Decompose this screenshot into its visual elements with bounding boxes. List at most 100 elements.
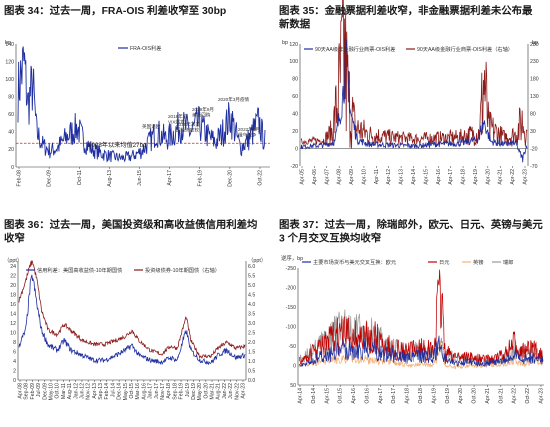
annotation-label: 2019年9月 bbox=[192, 106, 214, 113]
x-tick-label: Apr-23 bbox=[539, 388, 545, 404]
x-tick-label: Oct-10 bbox=[55, 383, 61, 399]
y-tick-label: 10 bbox=[10, 330, 16, 336]
x-tick-label: Apr-18 bbox=[405, 388, 411, 404]
x-tick-label: Dec-20 bbox=[227, 170, 233, 187]
chart-title-line: 图表 35：金融票据利差收窄，非金融票据利差未公布最 bbox=[279, 4, 533, 17]
x-tick-label: Apr-17 bbox=[448, 169, 454, 185]
y-axis-unit: （ppt） bbox=[4, 257, 22, 264]
y-tick-label: 130 bbox=[530, 94, 539, 100]
x-tick-label: Nov-22 bbox=[234, 383, 240, 400]
chart-panel-credit-spread: （ppt） （ppt）2422201816141210864206.05.55.0… bbox=[4, 257, 266, 400]
chart-title-line: 收窄 bbox=[4, 232, 25, 245]
x-tick-label: Apr-21 bbox=[498, 169, 504, 185]
y-tick-label: 4.0 bbox=[248, 302, 255, 308]
x-tick-label: Oct-18 bbox=[418, 388, 424, 404]
y-tick-label: 4.5 bbox=[248, 292, 255, 298]
x-tick-label: Nov-12 bbox=[86, 383, 92, 400]
x-tick-label: Oct-14 bbox=[311, 388, 317, 404]
y-tick-label: 14 bbox=[10, 311, 16, 317]
x-tick-label: Aug-13 bbox=[107, 170, 113, 187]
series-line-eur bbox=[298, 335, 544, 368]
y-tick-label: 2.5 bbox=[248, 330, 255, 336]
y-axis-unit: 逆序，bp bbox=[281, 254, 303, 262]
series-line-fra-ois bbox=[17, 46, 266, 163]
x-tick-label: Apr-12 bbox=[386, 169, 392, 185]
y-tick-label: 0 bbox=[293, 363, 296, 369]
annotation-label: 2022年3月 bbox=[238, 126, 260, 133]
x-tick-label: Apr-08 bbox=[337, 169, 343, 185]
y-tick-label: 5.5 bbox=[248, 273, 255, 279]
y-tick-label: 20 bbox=[8, 147, 14, 153]
x-tick-label: Apr-07 bbox=[324, 169, 330, 185]
x-tick-label: Apr-16 bbox=[351, 388, 357, 404]
x-tick-label: Jan-17 bbox=[148, 383, 154, 399]
x-tick-label: Apr-08 bbox=[18, 383, 24, 399]
y-tick-label: 3.0 bbox=[248, 321, 255, 327]
y-tick-label: 40 bbox=[8, 130, 14, 136]
legend-label: FRA-OIS利差 bbox=[130, 44, 161, 52]
annotation-label: 2018年末美 bbox=[176, 121, 200, 128]
y-tick-label: 0 bbox=[11, 165, 14, 171]
chart-title-line: 图表 34：过去一周，FRA-OIS 利差收窄至 30bp bbox=[4, 4, 226, 17]
y-tick-label: 8 bbox=[13, 340, 16, 346]
x-tick-label: Jul-09 bbox=[36, 383, 42, 397]
x-tick-label: Aug-16 bbox=[141, 383, 147, 400]
y-tick-label: -20 bbox=[291, 164, 299, 170]
x-tick-label: Sep-08 bbox=[24, 383, 30, 400]
x-tick-label: Apr-18 bbox=[166, 383, 172, 399]
x-tick-label: Oct-16 bbox=[364, 388, 370, 404]
x-tick-label: Apr-10 bbox=[361, 169, 367, 185]
x-tick-label: Apr-11 bbox=[374, 169, 380, 184]
x-tick-label: Apr-18 bbox=[461, 169, 467, 185]
x-tick-label: Sep-18 bbox=[172, 383, 178, 400]
y-tick-label: 60 bbox=[8, 112, 14, 118]
y-tick-label: -150 bbox=[286, 305, 296, 311]
y-tick-label: 2.0 bbox=[248, 340, 255, 346]
y-tick-label: 80 bbox=[530, 112, 536, 118]
x-tick-label: Apr-14 bbox=[411, 169, 417, 185]
x-tick-label: Jun-17 bbox=[154, 383, 160, 399]
x-tick-label: May-10 bbox=[48, 383, 54, 400]
y-tick-label: 230 bbox=[530, 59, 539, 65]
x-tick-label: Aug-11 bbox=[67, 383, 73, 399]
x-tick-label: Apr-20 bbox=[458, 388, 464, 404]
x-tick-label: May-20 bbox=[197, 383, 203, 400]
y-tick-label: 100 bbox=[289, 59, 298, 65]
x-tick-label: Oct-11 bbox=[77, 170, 83, 185]
x-tick-label: Dec-14 bbox=[117, 383, 123, 400]
x-tick-label: Feb-19 bbox=[179, 383, 185, 400]
x-tick-label: Apr-22 bbox=[512, 388, 518, 404]
x-tick-label: Mar-21 bbox=[210, 383, 216, 400]
y-tick-label: 280 bbox=[530, 42, 539, 48]
x-tick-label: Apr-13 bbox=[399, 169, 405, 185]
y-tick-label: -20 bbox=[530, 146, 538, 152]
y-tick-label: 120 bbox=[289, 42, 298, 48]
annotation-label: VIX爆发 bbox=[168, 118, 185, 125]
chart-title-line: 图表 36：过去一周，美国投资级和高收益债信用利差均 bbox=[4, 218, 257, 231]
x-tick-label: Jan-22 bbox=[222, 383, 228, 399]
x-tick-label: Jul-19 bbox=[185, 383, 191, 397]
y-tick-label: -70 bbox=[530, 164, 538, 170]
x-tick-label: Apr-15 bbox=[324, 388, 330, 404]
x-tick-label: Oct-15 bbox=[338, 388, 344, 404]
y-tick-label: 16 bbox=[10, 302, 16, 308]
x-tick-label: Dec-09 bbox=[47, 170, 53, 187]
y-tick-label: 0 bbox=[295, 146, 298, 152]
x-tick-label: Aug-21 bbox=[216, 383, 222, 400]
x-tick-label: Mar-16 bbox=[135, 383, 141, 400]
y-tick-label: 6 bbox=[13, 349, 16, 355]
x-tick-label: Apr-17 bbox=[378, 388, 384, 404]
y-tick-label: 0.0 bbox=[248, 378, 255, 384]
x-tick-label: Oct-19 bbox=[445, 388, 451, 404]
x-tick-label: Oct-17 bbox=[391, 388, 397, 404]
y-tick-label: 30 bbox=[530, 129, 536, 135]
x-tick-label: Feb-08 bbox=[17, 170, 23, 187]
y-tick-label: 5.0 bbox=[248, 283, 255, 289]
x-tick-label: Dec-09 bbox=[42, 383, 48, 400]
series-line-nonfinancial bbox=[300, 39, 528, 163]
series-line-jpy bbox=[298, 269, 544, 366]
x-tick-label: Jul-14 bbox=[110, 383, 116, 397]
x-tick-label: Apr-16 bbox=[436, 169, 442, 185]
annotation-label: 美债回购 bbox=[192, 111, 211, 118]
